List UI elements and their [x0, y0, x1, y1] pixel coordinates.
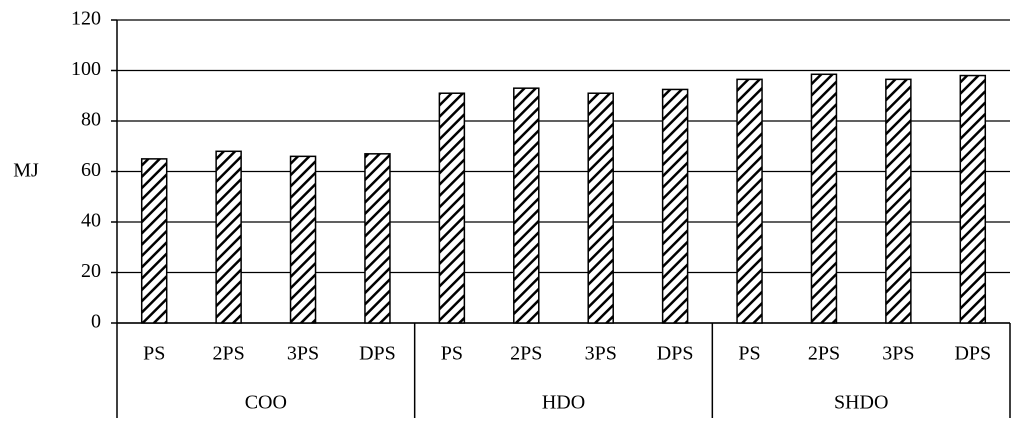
bar [736, 78, 763, 324]
bar [959, 74, 987, 324]
x-tick-label: 2PS [213, 343, 245, 365]
bar [438, 92, 466, 324]
y-tick-label: 0 [91, 311, 101, 333]
y-tick-label: 20 [81, 260, 101, 282]
bar [215, 150, 242, 324]
x-tick-label: 2PS [510, 343, 542, 365]
group-label: COO [245, 392, 287, 414]
y-axis-label: MJ [13, 160, 39, 182]
bar [289, 155, 317, 324]
x-tick-label: PS [143, 343, 165, 365]
x-tick-label: 3PS [287, 343, 319, 365]
y-tick-label: 60 [81, 159, 101, 181]
x-tick-label: 3PS [882, 343, 914, 365]
group-label: SHDO [834, 392, 888, 414]
bar [587, 92, 614, 324]
group-label: HDO [542, 392, 585, 414]
bar [364, 153, 391, 324]
bar [661, 88, 689, 324]
x-tick-label: 2PS [808, 343, 840, 365]
x-tick-label: DPS [359, 343, 396, 365]
x-tick-label: 3PS [585, 343, 617, 365]
bar [885, 78, 912, 324]
bar [810, 73, 838, 324]
y-tick-label: 120 [71, 8, 101, 30]
bar [140, 158, 168, 324]
x-tick-label: DPS [657, 343, 694, 365]
bar [513, 87, 540, 324]
x-tick-label: PS [441, 343, 463, 365]
y-tick-label: 80 [81, 109, 101, 131]
y-tick-label: 100 [71, 58, 101, 80]
x-tick-label: DPS [954, 343, 991, 365]
y-tick-label: 40 [81, 210, 101, 232]
x-tick-label: PS [738, 343, 760, 365]
